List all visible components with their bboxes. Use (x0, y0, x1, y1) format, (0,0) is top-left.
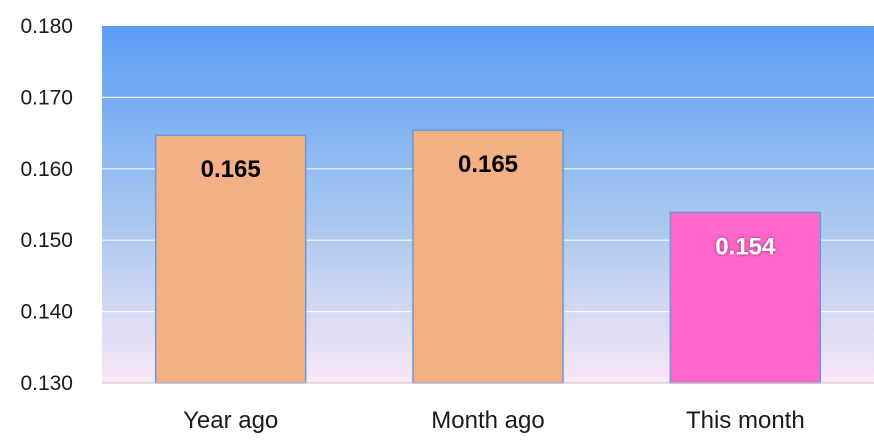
x-tick-label: Month ago (431, 407, 544, 434)
y-tick-label: 0.150 (20, 229, 73, 252)
x-tick-label: Year ago (183, 407, 278, 434)
data-label: 0.165 (458, 151, 518, 178)
bars (154, 129, 822, 384)
y-tick-label: 0.130 (20, 372, 73, 395)
y-tick-label: 0.160 (20, 158, 73, 181)
data-labels: 0.165 0.165 0.154 (201, 151, 776, 260)
y-tick-label: 0.140 (20, 301, 73, 324)
y-tick-label: 0.180 (20, 15, 73, 38)
x-tick-label: This month (686, 407, 805, 434)
data-label: 0.165 (201, 156, 261, 183)
y-tick-label: 0.170 (20, 86, 73, 109)
bar-month-ago (412, 129, 564, 384)
x-axis: Year ago Month ago This month (183, 407, 805, 434)
y-axis: 0.130 0.140 0.150 0.160 0.170 0.180 (20, 15, 73, 395)
bar-this-month (669, 211, 822, 384)
data-label: 0.154 (715, 233, 776, 260)
